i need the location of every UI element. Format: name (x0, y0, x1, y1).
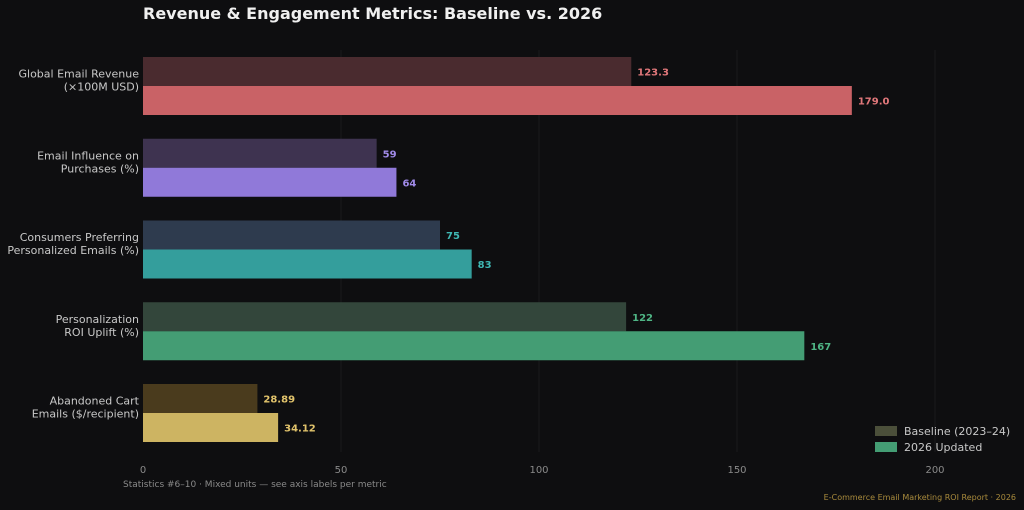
category-label-4: Abandoned Cart Emails ($/recipient) (32, 395, 140, 421)
bar-updated-2 (143, 249, 472, 279)
footnote: Statistics #6–10 · Mixed units — see axi… (123, 480, 387, 490)
bar-updated-0 (143, 86, 852, 115)
bar-baseline-1 (143, 138, 377, 168)
x-tick-label-1: 50 (335, 465, 348, 476)
category-label-1: Email Influence on Purchases (%) (37, 149, 139, 175)
x-tick-label-0: 0 (140, 465, 146, 476)
chart-title: Revenue & Engagement Metrics: Baseline v… (143, 4, 602, 23)
value-label-updated-4: 34.12 (284, 424, 316, 435)
value-label-baseline-4: 28.89 (263, 395, 295, 406)
category-label-2: Consumers Preferring Personalized Emails … (7, 231, 139, 257)
value-label-updated-3: 167 (810, 342, 831, 353)
value-label-baseline-3: 122 (632, 313, 653, 324)
bar-baseline-2 (143, 220, 440, 250)
x-tick-label-3: 150 (727, 465, 746, 476)
value-label-updated-1: 64 (402, 178, 416, 189)
legend: Baseline (2023–24) 2026 Updated (875, 425, 1010, 454)
source-note: E-Commerce Email Marketing ROI Report · … (824, 493, 1016, 502)
legend-swatch-1 (875, 442, 897, 452)
bar-baseline-0 (143, 57, 632, 86)
value-label-baseline-2: 75 (446, 231, 460, 242)
value-label-baseline-1: 59 (383, 149, 397, 160)
legend-label-1: 2026 Updated (904, 441, 982, 454)
value-label-updated-2: 83 (478, 260, 492, 271)
legend-label-0: Baseline (2023–24) (904, 425, 1010, 438)
legend-swatch-0 (875, 426, 897, 436)
value-label-updated-0: 179.0 (858, 97, 890, 108)
category-label-3: Personalization ROI Uplift (%) (56, 313, 139, 339)
bar-baseline-4 (143, 384, 258, 413)
bar-updated-4 (143, 413, 279, 442)
bar-updated-1 (143, 167, 397, 197)
x-tick-label-4: 200 (925, 465, 944, 476)
x-tick-label-2: 100 (529, 465, 548, 476)
value-label-baseline-0: 123.3 (637, 68, 669, 79)
bar-baseline-3 (143, 302, 627, 332)
bar-updated-3 (143, 331, 805, 361)
category-label-0: Global Email Revenue (×100M USD) (18, 68, 139, 94)
